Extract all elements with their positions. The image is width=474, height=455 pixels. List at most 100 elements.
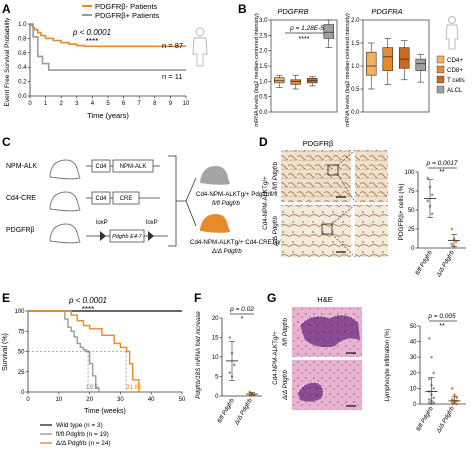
d-y-tick-label: 50 [408,208,415,214]
g-side: Cd4-NPM-ALKTg/+ [272,331,279,385]
f-y-tick-label: 20 [212,316,219,322]
b-left-y-tick-label: 1.5 [259,64,268,70]
b-left-y-tick-label: 0.0 [259,110,268,116]
series-line-fl-fl [28,310,100,392]
c-pdgfrb-label: Pdgfrb E4-7 [112,234,143,240]
mouse-icon-result [200,166,230,233]
f-xcat1: fl/fl Pdgfrb [217,397,236,424]
g-ylabel: Lymphocyte infiltration (%) [384,329,391,402]
g-point [428,337,431,340]
f-point [228,371,232,374]
b-left-box [290,79,301,85]
a-x-tick-label: 2 [60,101,64,107]
d-pvalue: p = 0.0017 [426,160,458,167]
g-stars: ** [439,323,445,330]
b-legend-label: CD4+ [447,57,463,64]
f-point [248,390,252,394]
c-row-cre: Cd4-CRE [6,195,36,202]
c-cre-label: CRE [120,196,133,202]
b-right-y-tick-label: 1.0 [351,64,360,70]
b-right-box [415,58,426,71]
c-loxp-right: loxP [146,220,158,226]
e-legend-label: Wild type (n = 3) [56,422,103,429]
e-xlabel: Time (weeks) [84,408,126,415]
a-x-tick-label: 6 [122,101,126,107]
b-ylabel-right: mRNA levels (log2 median-centered intens… [345,13,351,127]
c-mouse1-short: fl/fl Pdgfrb [212,200,240,207]
g-point [451,387,454,390]
g-point [430,355,433,359]
e-y-tick-label: 50 [18,350,25,356]
c-cd4-label: Cd4 [95,164,107,170]
a-x-tick-label: 7 [138,101,142,107]
d-row2: Δ/Δ Pdgfrb [272,216,279,247]
a-pvalue: p < 0.0001 [72,28,111,37]
b-title-left: PDGFRB [277,7,308,16]
g-point [428,398,431,401]
b-left-y-tick-label: 3.0 [259,18,268,24]
e-median1: 19.5 [86,384,99,391]
b-right-box [398,47,410,69]
a-n-neg: n = 87 [162,41,183,50]
g-y-tick-label: 40 [410,340,417,346]
b-legend-label: ALCL [447,87,463,94]
g-pvalue: p = 0.005 [427,313,456,320]
d-point [426,199,430,203]
g-point [455,396,459,400]
d-title: PDGFRβ [303,139,334,148]
d-stars: ** [439,169,445,176]
series-line-pdgfrb-pos [30,23,186,71]
c-row-pdgfrb: PDGFRβ [6,227,35,234]
d-xcat1: fl/fl Pdgfrb [415,249,434,276]
e-stars: **** [82,305,94,314]
loxp-triangle-left [100,231,106,241]
a-n-pos: n = 11 [162,72,183,81]
a-x-tick-label: 1 [44,101,48,107]
f-y-tick-label: 10 [212,355,219,361]
f-pvalue: p = 0.02 [229,306,254,313]
e-x-tick-label: 10 [55,397,62,403]
d-point [454,240,458,244]
a-x-tick-label: 4 [91,101,95,107]
c-bracket-arrows [185,177,197,227]
d-point [430,212,434,216]
g-point [432,371,436,375]
b-legend-swatch [436,75,445,84]
g-xcat2: Δ/Δ Pdgfrb [436,405,456,434]
d-inset-lines [331,149,356,258]
d-ylabel: PDGFRβ+ cells (%) [398,183,405,240]
g-tumor-region-top [300,314,360,348]
c-cd4b-label: Cd4 [95,196,107,202]
a-x-tick-label: 8 [153,101,157,107]
a-ylabel: Event Free Survival Probability [4,17,11,107]
g-y-tick-label: 30 [410,355,417,361]
b-right-y-tick-label: 0.0 [351,110,360,116]
f-y-tick-label: 15 [212,336,219,342]
e-y-tick-label: 0 [21,390,25,396]
panel-c-letter: C [2,135,11,149]
e-median2: 31.85 [126,384,142,391]
f-y-tick-label: 0 [215,394,219,400]
d-point [450,242,454,246]
g-point [432,401,436,404]
b-left-y-tick-label: 2.5 [259,33,268,39]
d-inset-box-bottom [321,223,333,235]
b-right-box [382,47,393,71]
c-row-npm: NPM-ALK [6,163,37,170]
f-ylabel: Pdgfrb/18S mRNA fold increase [195,311,202,399]
a-y-tick-label: 0.6 [18,51,27,57]
a-x-tick-label: 10 [183,101,190,107]
f-stars: * [241,316,244,323]
panel-d-letter: D [259,135,268,149]
e-median-guides [28,351,127,392]
d-y-tick-label: 25 [408,227,415,233]
panel-a-letter: A [2,2,11,16]
a-y-tick-label: 1.0 [18,22,27,28]
e-legend-label: fl/fl Pdgfrb (n = 19) [56,431,109,438]
a-x-tick-label: 3 [75,101,79,107]
d-point [426,176,430,180]
panel-a: A PDGFRβ- Patients PDGFRβ+ Patients 0.00… [2,2,208,120]
panel-g-letter: G [267,291,276,305]
f-y-tick-label: 5 [215,375,219,381]
e-legend-label: Δ/Δ Pdgfrb (n = 24) [56,440,111,447]
